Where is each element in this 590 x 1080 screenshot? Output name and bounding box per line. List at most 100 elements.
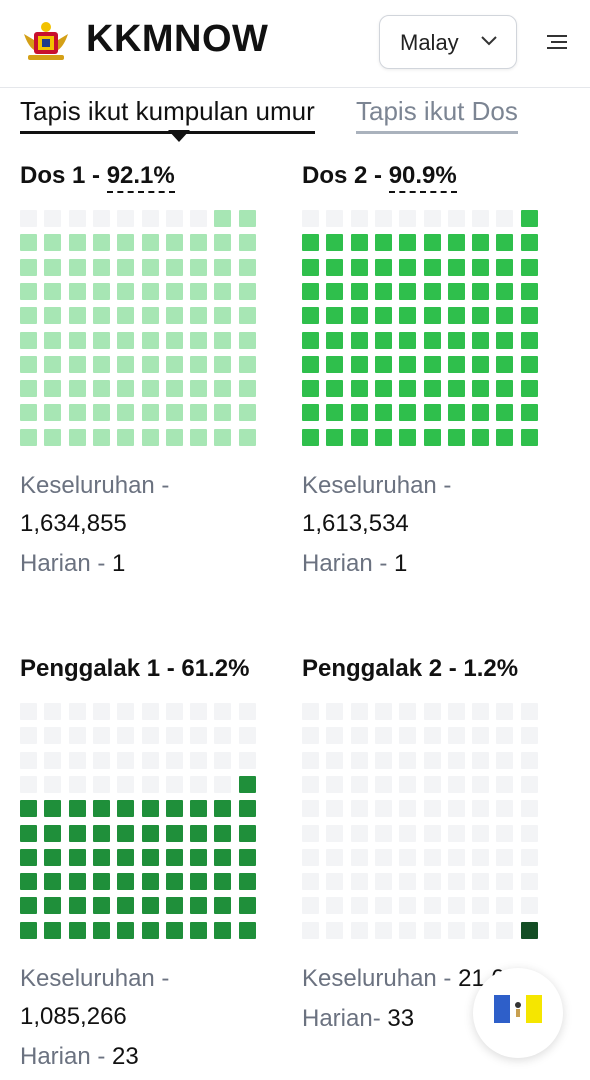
- waffle-cell-empty: [92, 751, 110, 769]
- waffle-cell-empty: [117, 727, 135, 745]
- tab-filter-by-age[interactable]: Tapis ikut kumpulan umur: [20, 96, 315, 134]
- daily-stat: Harian - 1: [20, 550, 125, 578]
- waffle-cell-filled: [238, 775, 256, 793]
- waffle-cell-empty: [520, 800, 538, 818]
- waffle-cell-empty: [190, 703, 208, 720]
- waffle-cell-filled: [520, 380, 538, 398]
- waffle-cell-filled: [44, 824, 62, 842]
- waffle-cell-filled: [399, 258, 417, 276]
- waffle-cell-filled: [238, 210, 256, 227]
- waffle-cell-empty: [350, 727, 368, 745]
- waffle-cell-empty: [141, 210, 159, 227]
- waffle-cell-filled: [117, 921, 135, 939]
- waffle-cell-filled: [44, 331, 62, 349]
- waffle-cell-filled: [238, 355, 256, 373]
- waffle-cell-filled: [117, 258, 135, 276]
- waffle-cell-filled: [496, 282, 514, 300]
- waffle-cell-empty: [399, 800, 417, 818]
- waffle-cell-filled: [238, 824, 256, 842]
- waffle-cell-empty: [117, 703, 135, 720]
- waffle-cell-filled: [190, 873, 208, 891]
- waffle-cell-filled: [165, 234, 183, 252]
- card-percent[interactable]: 90.9%: [388, 162, 457, 193]
- waffle-cell-filled: [496, 428, 514, 446]
- card-title: Dos 2 - 90.9%: [302, 162, 457, 193]
- waffle-cell-filled: [190, 824, 208, 842]
- waffle-cell-empty: [350, 921, 368, 939]
- waffle-cell-empty: [20, 210, 37, 227]
- waffle-cell-filled: [44, 282, 62, 300]
- waffle-cell-empty: [399, 727, 417, 745]
- waffle-cell-filled: [68, 282, 86, 300]
- waffle-cell-filled: [399, 331, 417, 349]
- waffle-cell-empty: [423, 703, 441, 720]
- waffle-cell-empty: [350, 210, 368, 227]
- waffle-cell-filled: [165, 307, 183, 325]
- waffle-cell-empty: [423, 800, 441, 818]
- daily-label: Harian -: [302, 550, 395, 577]
- waffle-cell-filled: [350, 282, 368, 300]
- waffle-cell-empty: [238, 703, 256, 720]
- waffle-cell-filled: [20, 897, 37, 915]
- waffle-cell-filled: [141, 307, 159, 325]
- waffle-cell-filled: [496, 331, 514, 349]
- waffle-cell-filled: [141, 355, 159, 373]
- waffle-cell-filled: [68, 380, 86, 398]
- waffle-cell-empty: [44, 775, 62, 793]
- waffle-cell-filled: [214, 234, 232, 252]
- waffle-cell-filled: [141, 848, 159, 866]
- waffle-cell-empty: [302, 848, 319, 866]
- waffle-cell-filled: [141, 404, 159, 422]
- waffle-cell-empty: [92, 727, 110, 745]
- site-title[interactable]: KKMNOW: [86, 18, 269, 60]
- waffle-cell-filled: [238, 897, 256, 915]
- waffle-cell-filled: [92, 428, 110, 446]
- waffle-cell-filled: [302, 307, 319, 325]
- waffle-cell-filled: [423, 234, 441, 252]
- waffle-cell-empty: [472, 775, 490, 793]
- waffle-cell-filled: [496, 258, 514, 276]
- waffle-cell-filled: [302, 428, 319, 446]
- waffle-cell-filled: [447, 355, 465, 373]
- waffle-cell-filled: [68, 355, 86, 373]
- waffle-cell-filled: [472, 355, 490, 373]
- waffle-cell-filled: [44, 848, 62, 866]
- waffle-cell-empty: [302, 921, 319, 939]
- waffle-cell-filled: [374, 331, 392, 349]
- waffle-cell-filled: [44, 428, 62, 446]
- waffle-cell-empty: [520, 775, 538, 793]
- waffle-cell-filled: [165, 258, 183, 276]
- waffle-cell-empty: [399, 824, 417, 842]
- waffle-cell-filled: [165, 800, 183, 818]
- waffle-cell-filled: [374, 258, 392, 276]
- waffle-cell-empty: [423, 848, 441, 866]
- waffle-cell-empty: [326, 824, 344, 842]
- card-percent[interactable]: 92.1%: [106, 162, 175, 193]
- waffle-cell-empty: [520, 751, 538, 769]
- tab-filter-by-dose[interactable]: Tapis ikut Dos: [356, 96, 518, 134]
- waffle-cell-filled: [190, 404, 208, 422]
- hamburger-menu-icon[interactable]: [545, 32, 569, 52]
- waffle-cell-filled: [117, 282, 135, 300]
- waffle-cell-filled: [520, 258, 538, 276]
- waffle-cell-empty: [92, 775, 110, 793]
- language-select[interactable]: Malay: [379, 15, 517, 69]
- waffle-cell-filled: [447, 307, 465, 325]
- waffle-cell-empty: [423, 775, 441, 793]
- daily-value: 33: [387, 1005, 415, 1032]
- malaysia-coat-of-arms-icon[interactable]: [20, 20, 72, 62]
- waffle-cell-filled: [20, 824, 37, 842]
- waffle-cell-filled: [520, 307, 538, 325]
- waffle-cell-empty: [472, 751, 490, 769]
- waffle-cell-empty: [423, 751, 441, 769]
- waffle-cell-empty: [374, 703, 392, 720]
- waffle-cell-empty: [447, 727, 465, 745]
- waffle-cell-filled: [141, 897, 159, 915]
- state-selector-button[interactable]: [473, 968, 563, 1058]
- waffle-cell-filled: [326, 331, 344, 349]
- waffle-cell-empty: [399, 703, 417, 720]
- waffle-cell-empty: [350, 775, 368, 793]
- waffle-cell-empty: [350, 800, 368, 818]
- waffle-cell-empty: [141, 703, 159, 720]
- waffle-cell-empty: [447, 703, 465, 720]
